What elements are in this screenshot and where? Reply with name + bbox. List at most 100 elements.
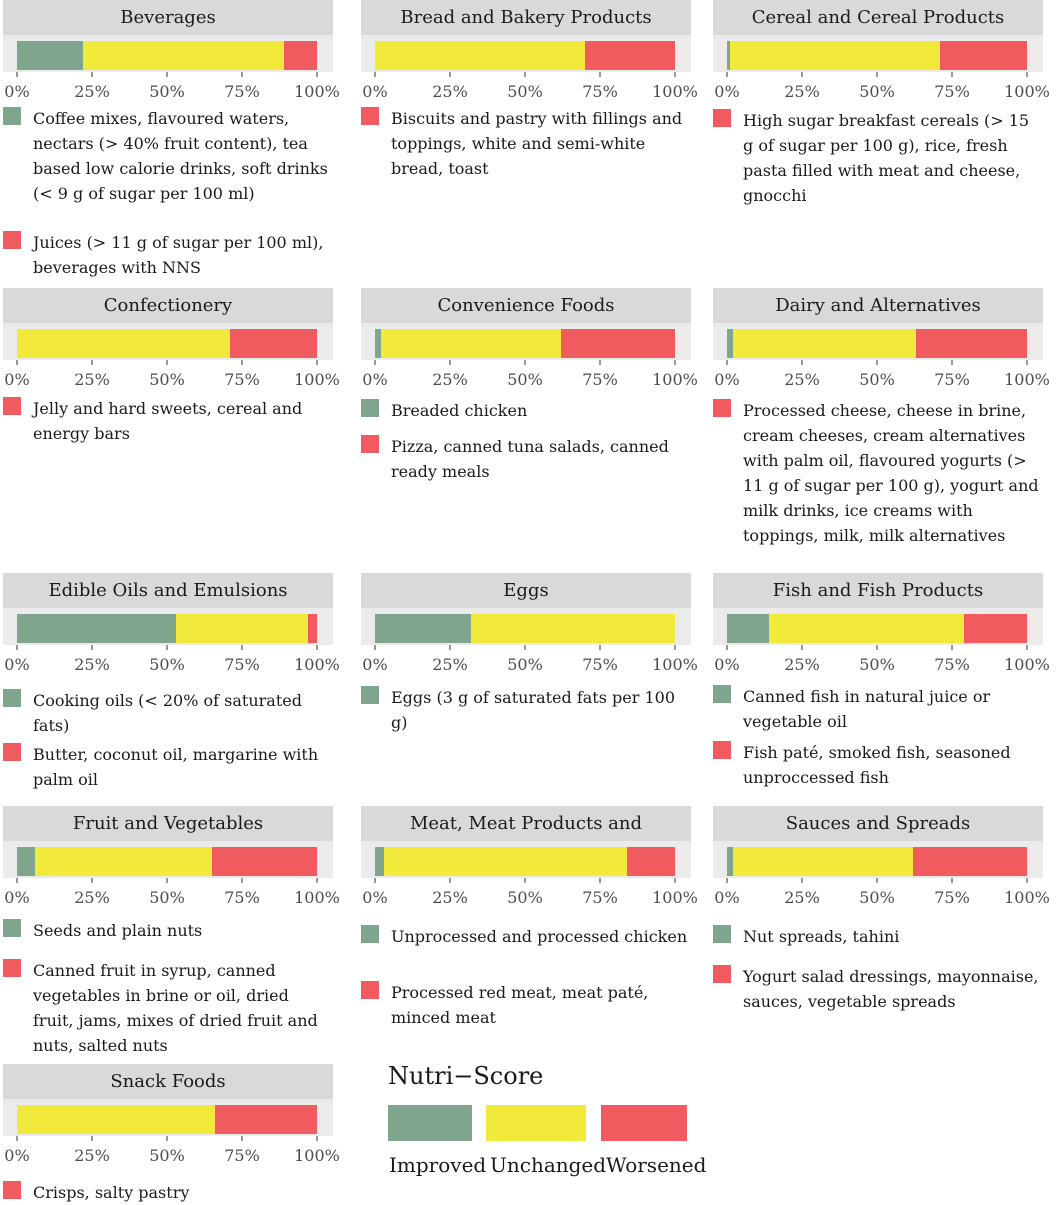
note-text: Canned fruit in syrup, canned vegetables… — [33, 961, 318, 1055]
bar-segment-improved — [727, 329, 733, 358]
tick-label: 50% — [507, 82, 543, 101]
tick-label: 100% — [652, 82, 698, 101]
note-swatch — [361, 686, 379, 704]
tick-label: 50% — [149, 888, 185, 907]
stacked-bar: 0% 25% 50% 75% 100% — [361, 841, 698, 907]
tick-label: 50% — [507, 370, 543, 389]
tick-label: 0% — [4, 82, 29, 101]
tick-label: 0% — [714, 82, 739, 101]
note-swatch — [3, 689, 21, 707]
bar-segment-worsened — [913, 847, 1027, 876]
bar-segment-worsened — [284, 41, 317, 70]
bar-segment-worsened — [940, 41, 1027, 70]
bar-segment-unchanged — [381, 329, 561, 358]
bar-segment-worsened — [627, 847, 675, 876]
bar-segment-improved — [375, 329, 381, 358]
bar-segment-unchanged — [176, 614, 308, 643]
bar-segment-improved — [17, 614, 176, 643]
panel-title: Sauces and Spreads — [713, 806, 1043, 841]
panel-title: Beverages — [3, 0, 333, 35]
stacked-bar: 0% 25% 50% 75% 100% — [3, 1099, 340, 1165]
note-swatch — [713, 109, 731, 127]
tick-label: 0% — [362, 82, 387, 101]
bar-segment-unchanged — [471, 614, 675, 643]
note-text: Breaded chicken — [391, 401, 528, 420]
tick-label: 75% — [934, 888, 970, 907]
tick-label: 25% — [74, 370, 110, 389]
tick-label: 50% — [859, 370, 895, 389]
tick-label: 100% — [652, 888, 698, 907]
bar-segment-worsened — [212, 847, 317, 876]
bar-segment-improved — [17, 41, 83, 70]
bar-segment-worsened — [916, 329, 1027, 358]
note-text: Processed cheese, cheese in brine, cream… — [743, 401, 1039, 545]
stacked-bar: 0% 25% 50% 75% 100% — [3, 608, 340, 674]
legend-label-unchanged: Unchanged — [490, 1153, 607, 1177]
note-swatch — [3, 107, 21, 125]
note-text: Juices (> 11 g of sugar per 100 ml), bev… — [33, 233, 324, 277]
bar-segment-worsened — [230, 329, 317, 358]
note-text: Processed red meat, meat paté, minced me… — [391, 983, 649, 1027]
stacked-bar: 0% 25% 50% 75% 100% — [3, 323, 340, 389]
tick-label: 75% — [934, 370, 970, 389]
tick-label: 25% — [784, 655, 820, 674]
legend: Nutri−Score Improved Unchanged Worsened — [388, 1060, 708, 1190]
tick-label: 100% — [294, 888, 340, 907]
tick-label: 0% — [714, 888, 739, 907]
tick-label: 100% — [294, 1146, 340, 1165]
tick-label: 75% — [224, 82, 260, 101]
note-swatch — [361, 925, 379, 943]
note-swatch — [713, 399, 731, 417]
tick-label: 100% — [1004, 370, 1050, 389]
panel-title: Eggs — [361, 573, 691, 608]
stacked-bar: 0% 25% 50% 75% 100% — [361, 608, 698, 674]
tick-label: 0% — [4, 1146, 29, 1165]
panel-title: Edible Oils and Emulsions — [3, 573, 333, 608]
bar-segment-improved — [17, 847, 35, 876]
bar-segment-improved — [375, 614, 471, 643]
note-swatch — [3, 231, 21, 249]
tick-label: 100% — [294, 370, 340, 389]
tick-label: 100% — [294, 655, 340, 674]
bar-segment-improved — [727, 614, 769, 643]
tick-label: 50% — [149, 655, 185, 674]
tick-label: 100% — [652, 370, 698, 389]
note-text: High sugar breakfast cereals (> 15 g of … — [743, 111, 1030, 205]
panel-title: Fruit and Vegetables — [3, 806, 333, 841]
note-text: Seeds and plain nuts — [33, 921, 203, 940]
panel-title: Fish and Fish Products — [713, 573, 1043, 608]
bar-segment-worsened — [561, 329, 675, 358]
tick-label: 75% — [582, 370, 618, 389]
legend-key-improved — [388, 1105, 472, 1141]
bar-segment-worsened — [585, 41, 675, 70]
note-text: Jelly and hard sweets, cereal and energy… — [33, 399, 303, 443]
stacked-bar: 0% 25% 50% 75% 100% — [3, 841, 340, 907]
tick-label: 75% — [224, 888, 260, 907]
bar-segment-improved — [727, 847, 733, 876]
tick-label: 100% — [1004, 655, 1050, 674]
panel-title: Cereal and Cereal Products — [713, 0, 1043, 35]
stacked-bar: 0% 25% 50% 75% 100% — [713, 841, 1050, 907]
stacked-bar: 0% 25% 50% 75% 100% — [3, 35, 340, 101]
tick-label: 50% — [149, 82, 185, 101]
tick-label: 25% — [432, 655, 468, 674]
note-text: Cooking oils (< 20% of saturated fats) — [33, 691, 302, 735]
panel-title: Dairy and Alternatives — [713, 288, 1043, 323]
panel-title: Meat, Meat Products and Alternatives — [361, 806, 691, 870]
stacked-bar: 0% 25% 50% 75% 100% — [361, 323, 698, 389]
stacked-bar: 0% 25% 50% 75% 100% — [713, 608, 1050, 674]
legend-label-improved: Improved — [389, 1153, 487, 1177]
tick-label: 50% — [149, 370, 185, 389]
bar-segment-unchanged — [375, 41, 585, 70]
tick-label: 0% — [714, 370, 739, 389]
bar-segment-unchanged — [384, 847, 627, 876]
tick-label: 0% — [4, 655, 29, 674]
tick-label: 25% — [784, 82, 820, 101]
tick-label: 25% — [74, 655, 110, 674]
bar-segment-improved — [375, 847, 384, 876]
tick-label: 100% — [294, 82, 340, 101]
tick-label: 100% — [1004, 82, 1050, 101]
tick-label: 50% — [859, 82, 895, 101]
tick-label: 75% — [224, 370, 260, 389]
bar-segment-unchanged — [17, 1105, 215, 1134]
